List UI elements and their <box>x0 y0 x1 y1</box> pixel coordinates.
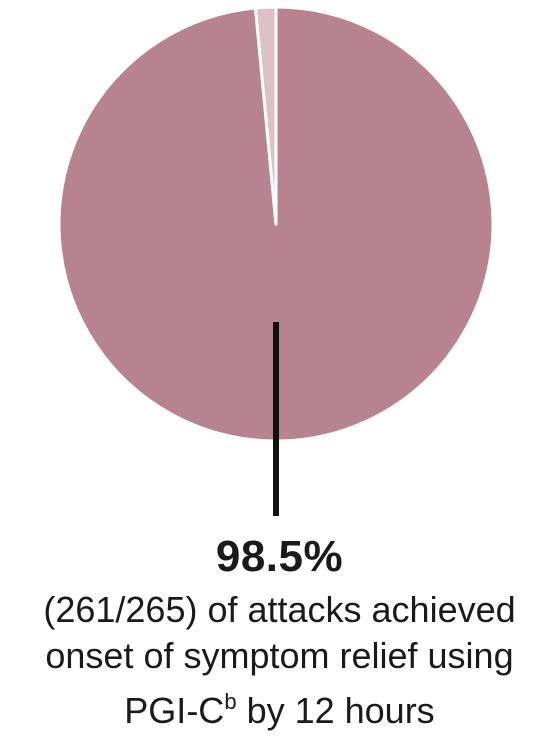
footnote-marker: b <box>224 689 237 714</box>
pgi-c-label: PGI-C <box>124 690 225 731</box>
annotation-tail: by 12 hours <box>236 690 435 731</box>
percentage-value: 98.5% <box>215 532 344 581</box>
chart-annotation: 98.5% (261/265) of attacks achieved onse… <box>0 527 559 734</box>
annotation-line-2: onset of symptom relief using <box>45 635 514 676</box>
annotation-line-3: PGI-Cb by 12 hours <box>0 679 559 734</box>
annotation-line-1: (261/265) of attacks achieved <box>43 589 516 630</box>
pie-slices <box>57 5 495 443</box>
pie-slice-not-achieved <box>253 5 278 226</box>
